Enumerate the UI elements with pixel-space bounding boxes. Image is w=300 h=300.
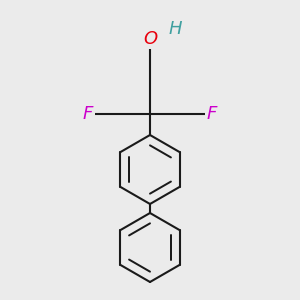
- Text: F: F: [83, 105, 93, 123]
- Text: F: F: [207, 105, 217, 123]
- Text: O: O: [143, 30, 157, 48]
- Text: H: H: [169, 20, 182, 38]
